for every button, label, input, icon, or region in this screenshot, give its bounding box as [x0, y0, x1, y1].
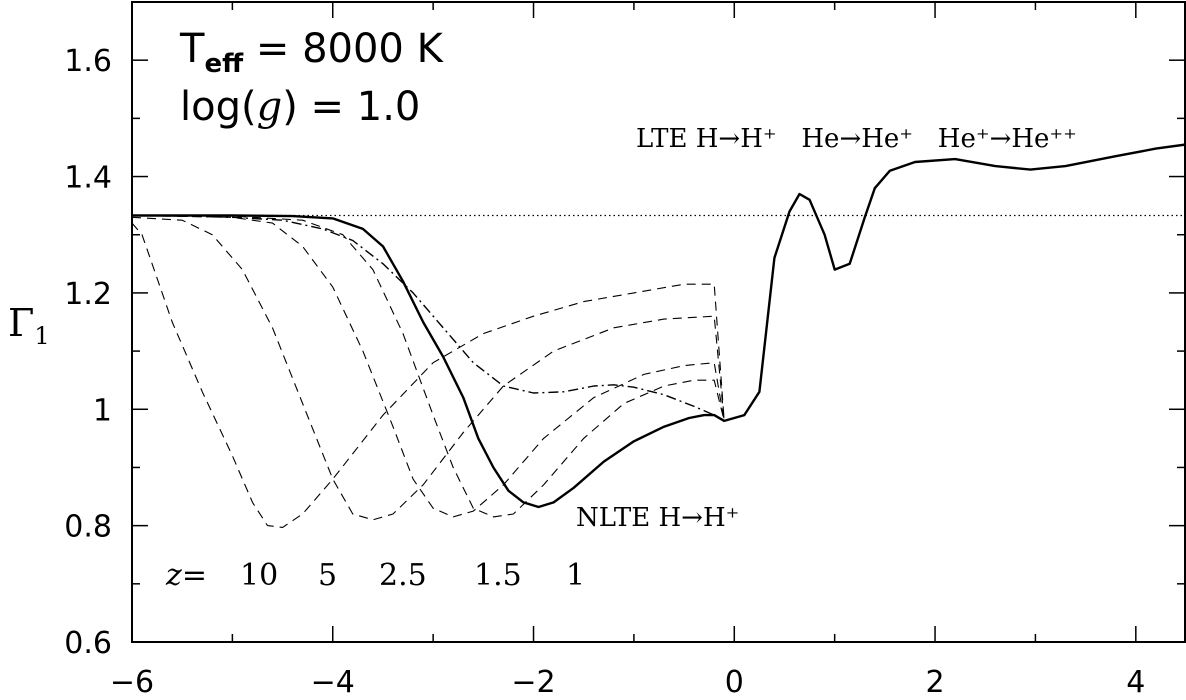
logg-annotation: log(g) = 1.0 — [180, 84, 420, 130]
z-value-1: 1 — [566, 558, 585, 593]
plot-frame — [131, 1, 1186, 643]
z-label: z= — [165, 558, 207, 593]
teff-sub: eff — [204, 49, 244, 79]
z-equals: = — [182, 558, 207, 593]
y-tick-label: 1 — [93, 393, 112, 428]
nlte-label: NLTE H→H⁺ — [576, 503, 739, 533]
lte-label: LTE H→H⁺ He→He⁺ He⁺→He⁺⁺ — [636, 124, 1077, 154]
y-axis-label-sub: 1 — [34, 322, 49, 350]
x-tick-label: −4 — [311, 665, 355, 700]
series-dashed-line-z-2-5 — [131, 214, 725, 518]
y-tick-label: 1.6 — [64, 44, 112, 79]
z-value-5: 5 — [318, 558, 337, 593]
z-symbol: z — [165, 558, 182, 593]
y-tick-label: 0.6 — [64, 626, 112, 661]
logg-g: g — [257, 84, 283, 130]
series-dashed-line-z-5 — [131, 216, 725, 521]
teff-label: T — [179, 26, 205, 72]
logg-label: log( — [180, 84, 257, 130]
x-tick-label: −2 — [511, 665, 555, 700]
y-axis-label-main: Γ — [8, 301, 34, 345]
y-axis-label: Γ1 — [8, 301, 50, 350]
x-tick-label: 2 — [926, 665, 945, 700]
data-layer — [131, 143, 1186, 528]
series-dashdot-line — [131, 214, 725, 422]
x-tick-label: 4 — [1126, 665, 1145, 700]
series-nlte-solid-line — [132, 143, 1186, 509]
z-value-10: 10 — [240, 558, 278, 593]
y-tick-label: 1.2 — [64, 277, 112, 312]
ticks-layer: −6 −4 −2 0 2 4 0.6 0.8 1 1.2 1.4 1.6 — [64, 1, 1185, 700]
z-value-2-5: 2.5 — [379, 558, 427, 593]
y-tick-label: 1.4 — [64, 161, 112, 196]
teff-value: = 8000 K — [243, 26, 444, 72]
x-tick-label: −6 — [110, 665, 154, 700]
series-dashed-line-z-10 — [131, 222, 725, 528]
y-tick-label: 0.8 — [64, 510, 112, 545]
z-value-1-5: 1.5 — [474, 558, 522, 593]
teff-annotation: Teff = 8000 K — [179, 26, 445, 79]
logg-value: ) = 1.0 — [282, 84, 420, 130]
series-dashed-line-z-1-5 — [131, 214, 725, 518]
x-tick-label: 0 — [725, 665, 744, 700]
